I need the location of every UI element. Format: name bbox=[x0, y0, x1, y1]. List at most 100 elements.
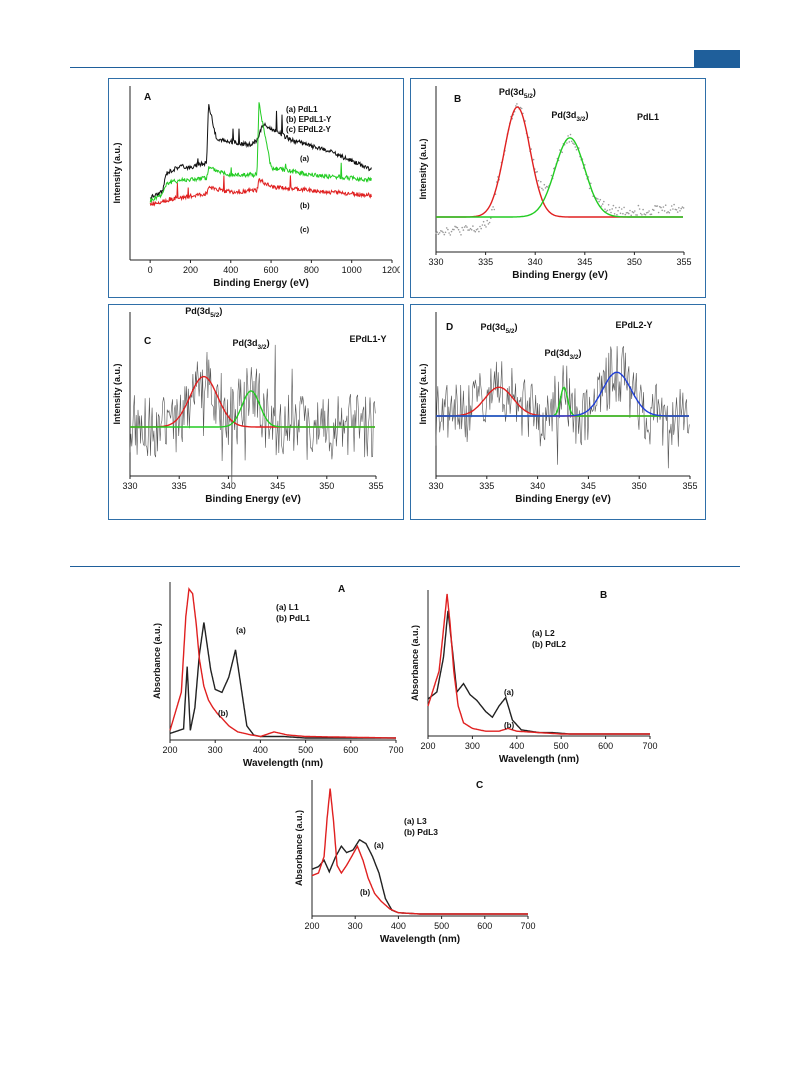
raw-point bbox=[662, 206, 665, 208]
raw-point bbox=[485, 226, 487, 228]
x-tick-label: 300 bbox=[348, 921, 363, 931]
raw-point bbox=[599, 198, 602, 201]
raw-point bbox=[656, 205, 659, 207]
x-tick-label: 600 bbox=[477, 921, 492, 931]
raw-point bbox=[676, 211, 679, 213]
fit-peak bbox=[436, 371, 689, 417]
raw-point bbox=[680, 207, 682, 210]
raw-point bbox=[657, 211, 660, 214]
raw-point bbox=[668, 211, 671, 214]
raw-point bbox=[643, 213, 646, 215]
raw-point bbox=[537, 179, 540, 182]
x-tick-label: 355 bbox=[368, 481, 383, 491]
raw-point bbox=[543, 183, 546, 186]
uv-l2-chart: 200 300 400 500 600 700 Wavelength (nm) Absorba… bbox=[410, 590, 658, 765]
panel-letter: B bbox=[600, 590, 607, 601]
xps-epdl2y-chart: 330 335 340 345 350 355 Binding Energy (eV) Int… bbox=[418, 312, 698, 505]
raw-point bbox=[590, 182, 592, 185]
x-tick-label: 350 bbox=[627, 257, 642, 267]
raw-point bbox=[574, 146, 577, 148]
raw-point bbox=[450, 230, 453, 233]
raw-point bbox=[520, 107, 523, 110]
raw-point bbox=[449, 234, 452, 236]
raw-point bbox=[444, 231, 447, 234]
raw-point bbox=[604, 208, 606, 210]
series-line bbox=[427, 593, 650, 735]
x-tick-label: 700 bbox=[388, 745, 403, 755]
raw-point bbox=[635, 214, 637, 216]
raw-point bbox=[667, 211, 669, 213]
x-tick-label: 400 bbox=[223, 265, 238, 275]
raw-point bbox=[644, 213, 647, 216]
legend-entry: (a) L2 bbox=[532, 628, 555, 638]
header-badge bbox=[694, 50, 740, 67]
x-tick-label: 200 bbox=[420, 741, 435, 751]
raw-point bbox=[622, 212, 624, 215]
raw-point bbox=[550, 174, 553, 177]
x-tick-label: 1000 bbox=[342, 265, 362, 275]
x-tick-label: 600 bbox=[264, 265, 279, 275]
raw-point bbox=[616, 213, 618, 216]
x-axis-title: Binding Energy (eV) bbox=[213, 278, 309, 289]
raw-point bbox=[482, 220, 485, 223]
raw-point bbox=[648, 210, 650, 212]
raw-point bbox=[462, 229, 465, 231]
raw-point bbox=[453, 228, 455, 231]
curve-label: (b) bbox=[360, 888, 371, 897]
x-axis-title: Wavelength (nm) bbox=[243, 758, 323, 769]
raw-point bbox=[681, 206, 684, 208]
raw-point bbox=[611, 208, 613, 210]
legend-entry: (a) L3 bbox=[404, 816, 427, 826]
raw-point bbox=[463, 226, 466, 228]
series-line bbox=[149, 175, 372, 207]
y-axis-title: Intensity (a.u.) bbox=[418, 138, 428, 199]
fit-peak bbox=[130, 390, 375, 428]
raw-point bbox=[630, 214, 632, 217]
raw-point bbox=[624, 213, 627, 216]
uv-l1-chart: 200 300 400 500 600 700 Wavelength (nm) Absorba… bbox=[152, 582, 404, 769]
raw-point bbox=[440, 230, 442, 232]
x-tick-label: 400 bbox=[253, 745, 268, 755]
panel-letter: A bbox=[144, 92, 151, 103]
raw-point bbox=[470, 229, 473, 231]
x-axis-title: Wavelength (nm) bbox=[499, 754, 579, 765]
curve-label: (a) bbox=[504, 688, 514, 697]
peak-label: Pd(3d3/2) bbox=[233, 338, 270, 351]
raw-point bbox=[442, 231, 444, 234]
x-axis-title: Binding Energy (eV) bbox=[515, 494, 611, 505]
raw-point bbox=[445, 227, 448, 229]
x-axis-title: Binding Energy (eV) bbox=[512, 270, 608, 281]
legend-entry: (b) PdL2 bbox=[532, 639, 566, 649]
x-tick-label: 330 bbox=[428, 257, 443, 267]
raw-point bbox=[481, 224, 484, 226]
raw-point bbox=[515, 105, 517, 107]
raw-point bbox=[573, 143, 575, 145]
legend-entry: (b) PdL1 bbox=[276, 613, 310, 623]
raw-point bbox=[441, 230, 443, 233]
x-tick-label: 1200 bbox=[382, 265, 400, 275]
raw-point bbox=[631, 211, 634, 213]
raw-point bbox=[672, 208, 674, 210]
raw-point bbox=[476, 228, 479, 230]
raw-point bbox=[637, 204, 640, 207]
panel-letter: A bbox=[338, 584, 345, 595]
raw-point bbox=[617, 209, 619, 212]
raw-point bbox=[457, 228, 460, 231]
x-tick-label: 200 bbox=[304, 921, 319, 931]
x-tick-label: 345 bbox=[581, 481, 596, 491]
xps-survey-chart: 0 200 400 600 800 1000 1200 Binding Energy (eV)… bbox=[112, 86, 400, 289]
raw-point bbox=[478, 230, 480, 233]
raw-point bbox=[664, 204, 667, 206]
x-tick-label: 300 bbox=[208, 745, 223, 755]
x-tick-label: 600 bbox=[598, 741, 613, 751]
x-tick-label: 700 bbox=[520, 921, 535, 931]
x-tick-label: 200 bbox=[183, 265, 198, 275]
raw-point bbox=[670, 205, 673, 207]
raw-point bbox=[479, 225, 481, 228]
raw-point bbox=[653, 209, 655, 211]
y-axis-title: Intensity (a.u.) bbox=[112, 142, 122, 203]
raw-point bbox=[553, 167, 555, 170]
raw-point bbox=[465, 225, 467, 227]
x-tick-label: 700 bbox=[642, 741, 657, 751]
raw-point bbox=[597, 198, 599, 200]
